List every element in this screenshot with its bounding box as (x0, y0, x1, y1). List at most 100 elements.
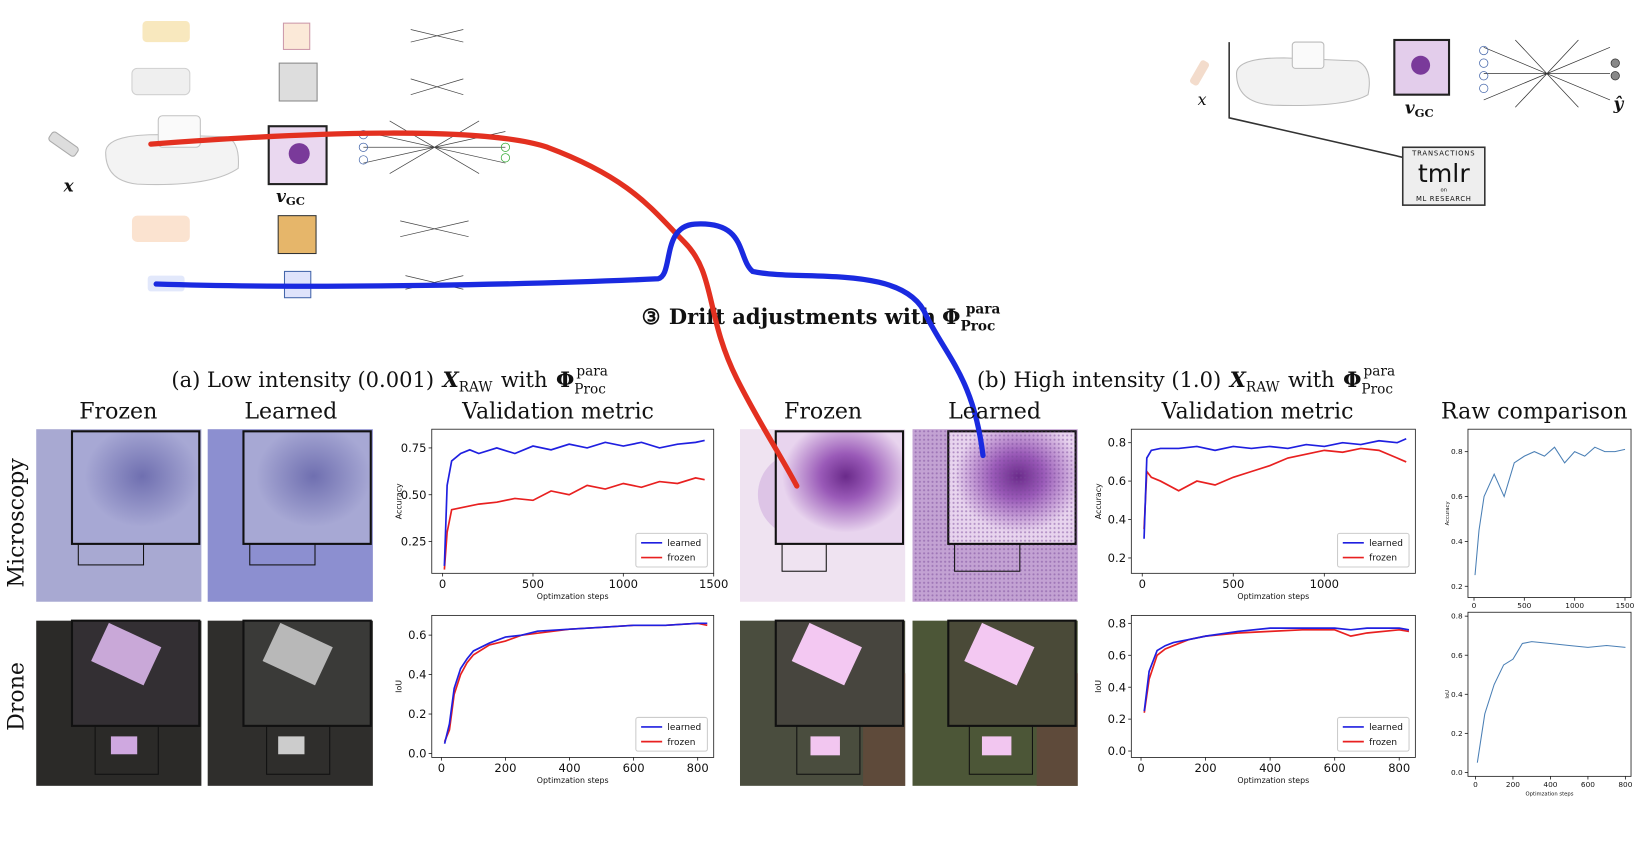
cell-nucleus (1411, 55, 1431, 75)
x-tick-label: 0 (1473, 780, 1478, 789)
plot-area (1467, 428, 1632, 598)
x-tick-label: 800 (687, 761, 709, 775)
heading: ③ Drift adjustments with ΦProcpara (642, 301, 1001, 334)
column-header: Validation metric (1161, 399, 1354, 425)
panel-xsub: RAW (459, 379, 493, 395)
annotation-stroke (153, 221, 986, 459)
car (91, 622, 162, 686)
inset-region (77, 543, 145, 566)
features-base: v (276, 186, 286, 206)
x-tick-label: 800 (1388, 761, 1410, 775)
x-tick-label: 200 (494, 761, 516, 775)
connector (1228, 42, 1406, 159)
heading-symbol: Φ (942, 304, 960, 329)
features-sub: GC (1415, 106, 1434, 120)
inset-region (796, 725, 861, 775)
plot-area (1467, 611, 1632, 777)
legend (635, 716, 708, 752)
y-tick-label: 0.6 (1451, 651, 1463, 660)
panel-with: with (1288, 367, 1335, 392)
chart: 0 200 400 600 800 0.0 0.2 0.4 0.6 0.8 Optimzation … (1094, 614, 1416, 785)
y-tick-label: 0.2 (1108, 712, 1126, 726)
x-tick-label: 400 (558, 761, 580, 775)
y-tick-label: 0.2 (1108, 551, 1126, 565)
panel-label: (a) Low intensity (0.001) (171, 367, 434, 392)
panel-sup: para (576, 364, 608, 380)
network-icon (1479, 39, 1620, 108)
y-tick-label: 0.25 (401, 535, 427, 549)
y-tick-label: 0.2 (1451, 582, 1463, 591)
x-tick-label: 0 (439, 577, 446, 591)
legend (1336, 716, 1410, 752)
x-tick-label: 0 (1137, 761, 1144, 775)
legend-label: frozen (667, 738, 695, 748)
x-tick-label: 500 (1222, 577, 1244, 591)
panel-sup: para (1364, 364, 1396, 380)
x-tick-label: 1500 (1616, 601, 1635, 610)
panel-x: X (440, 367, 459, 392)
y-axis-label: IoU (1445, 690, 1451, 699)
y-tick-label: 0.0 (1108, 744, 1126, 758)
x-tick-label: 600 (1581, 780, 1595, 789)
input-label: x (1198, 90, 1207, 109)
x-tick-label: 1000 (1565, 601, 1584, 610)
inset-region (954, 543, 1021, 572)
input-label: x (63, 175, 75, 195)
panel-xsub: RAW (1246, 379, 1280, 395)
image-panels (36, 429, 1078, 786)
y-tick-label: 0.8 (1451, 612, 1463, 621)
pipeline-left: x vGC (48, 21, 510, 299)
logo-bottom: ML RESEARCH (1416, 195, 1472, 203)
series-line (1143, 627, 1410, 712)
x-tick-label: 400 (1543, 780, 1557, 789)
y-tick-label: 0.50 (401, 488, 427, 502)
x-tick-label: 1000 (1310, 577, 1339, 591)
x-axis-label: Optimzation steps (537, 592, 609, 601)
inset (70, 430, 201, 545)
column-header: Learned (244, 399, 337, 425)
pipeline-right: x vGC ŷ TRANSACTIONS tmlr on ML RESEARCH (1190, 38, 1625, 206)
inset (242, 430, 372, 545)
column-header: Frozen (784, 399, 862, 425)
slide-icon (1190, 60, 1210, 86)
logo-mid: on (1440, 187, 1447, 193)
column-header: Raw comparison (1441, 399, 1628, 425)
logo-top: TRANSACTIONS (1411, 150, 1475, 158)
column-header: Validation metric (461, 399, 654, 425)
x-tick-label: 0 (438, 761, 445, 775)
legend (635, 532, 708, 568)
heading-sup: para (966, 301, 1001, 317)
panel-sub: Proc (574, 381, 606, 397)
inset-region (968, 725, 1033, 775)
chart: 0 200 400 600 800 0.0 0.2 0.4 0.6 Optimzation ste… (395, 614, 715, 785)
legend-label: frozen (1369, 738, 1397, 748)
x-tick-label: 0 (1472, 601, 1477, 610)
thumb (277, 215, 317, 255)
microscope-icons (105, 21, 240, 292)
legend-label: learned (667, 723, 701, 733)
panel-title: (b) High intensity (1.0) XRAW with ΦProcpar… (977, 364, 1395, 398)
y-tick-label: 0.8 (1451, 447, 1463, 456)
slide-icon (48, 131, 79, 157)
y-tick-label: 0.4 (1451, 537, 1463, 546)
y-tick-label: 0.0 (408, 747, 426, 761)
car (964, 622, 1035, 686)
thumb (278, 62, 318, 102)
series-line (1143, 628, 1410, 713)
output-label: ŷ (1613, 93, 1625, 113)
row-label: Microscopy (4, 458, 30, 588)
y-tick-label: 0.4 (1108, 513, 1126, 527)
series-line (1474, 446, 1626, 576)
x-tick-label: 400 (1259, 761, 1281, 775)
cell-nucleus (288, 143, 310, 165)
features-sub: GC (286, 194, 305, 208)
x-tick-label: 500 (1517, 601, 1531, 610)
panel-x: X (1228, 367, 1247, 392)
legend-label: frozen (1369, 554, 1397, 564)
car (791, 622, 862, 686)
panel-with: with (501, 367, 548, 392)
panel-symbol: Φ (1343, 367, 1361, 392)
car (810, 736, 840, 756)
y-tick-label: 0.75 (401, 441, 427, 455)
